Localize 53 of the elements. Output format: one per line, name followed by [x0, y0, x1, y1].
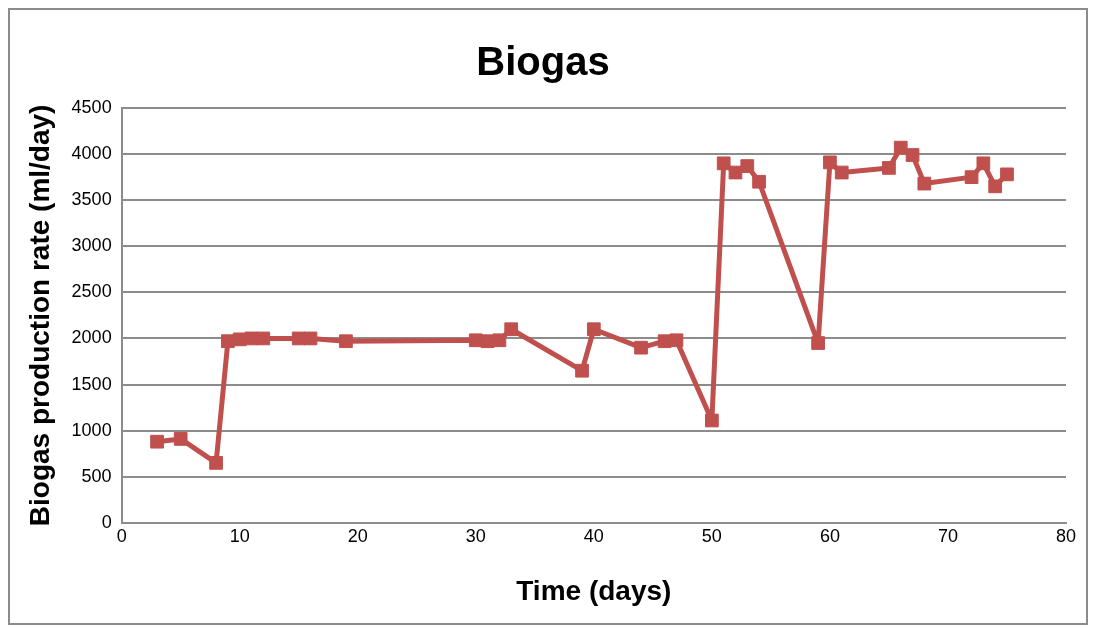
- point: [150, 434, 164, 449]
- x-tick-label: 80: [1055, 525, 1077, 546]
- point: [468, 333, 483, 348]
- point: [173, 432, 188, 446]
- point: [740, 159, 755, 173]
- y-tick-label: 4000: [71, 143, 112, 164]
- x-tick-label: 20: [347, 525, 368, 546]
- y-tick-label: 1500: [71, 373, 112, 394]
- point: [669, 333, 684, 348]
- point: [256, 331, 271, 346]
- x-tick-label: 10: [229, 525, 250, 546]
- point: [575, 363, 589, 378]
- x-tick-label: 0: [116, 525, 127, 546]
- x-tick-label: 40: [583, 525, 604, 546]
- point: [716, 156, 731, 171]
- point: [988, 179, 1003, 194]
- y-tick-label: 3000: [71, 235, 112, 256]
- point: [752, 174, 766, 189]
- point: [586, 322, 601, 337]
- y-tick-label: 2500: [71, 281, 112, 302]
- point: [291, 331, 306, 346]
- point: [811, 336, 825, 350]
- y-tick-label: 4500: [71, 96, 112, 117]
- y-tick-label: 500: [81, 465, 112, 486]
- point: [504, 322, 519, 337]
- point: [976, 156, 991, 171]
- chart-title: Biogas: [476, 39, 610, 84]
- point: [905, 148, 920, 162]
- point: [221, 334, 235, 349]
- x-tick-label: 30: [465, 525, 486, 546]
- point: [209, 456, 223, 470]
- point: [492, 333, 507, 348]
- y-tick-label: 2000: [71, 327, 112, 348]
- point: [339, 334, 353, 349]
- point: [893, 140, 908, 155]
- point: [303, 331, 318, 346]
- y-axis-title: Biogas production rate (ml/day): [23, 104, 55, 527]
- point: [705, 413, 719, 428]
- x-tick-label: 60: [819, 525, 840, 546]
- x-axis-title: Time (days): [516, 574, 672, 606]
- y-tick-label: 3500: [71, 189, 112, 210]
- point: [964, 170, 979, 184]
- point: [882, 161, 896, 175]
- point: [634, 340, 648, 355]
- x-tick-label: 70: [937, 525, 958, 546]
- y-tick-label: 1000: [71, 419, 112, 440]
- point: [834, 165, 849, 180]
- x-tick-label: 50: [701, 525, 722, 546]
- point: [823, 155, 837, 170]
- point: [728, 165, 743, 180]
- point: [917, 176, 932, 191]
- point: [1000, 167, 1014, 182]
- y-tick-label: 0: [101, 511, 112, 532]
